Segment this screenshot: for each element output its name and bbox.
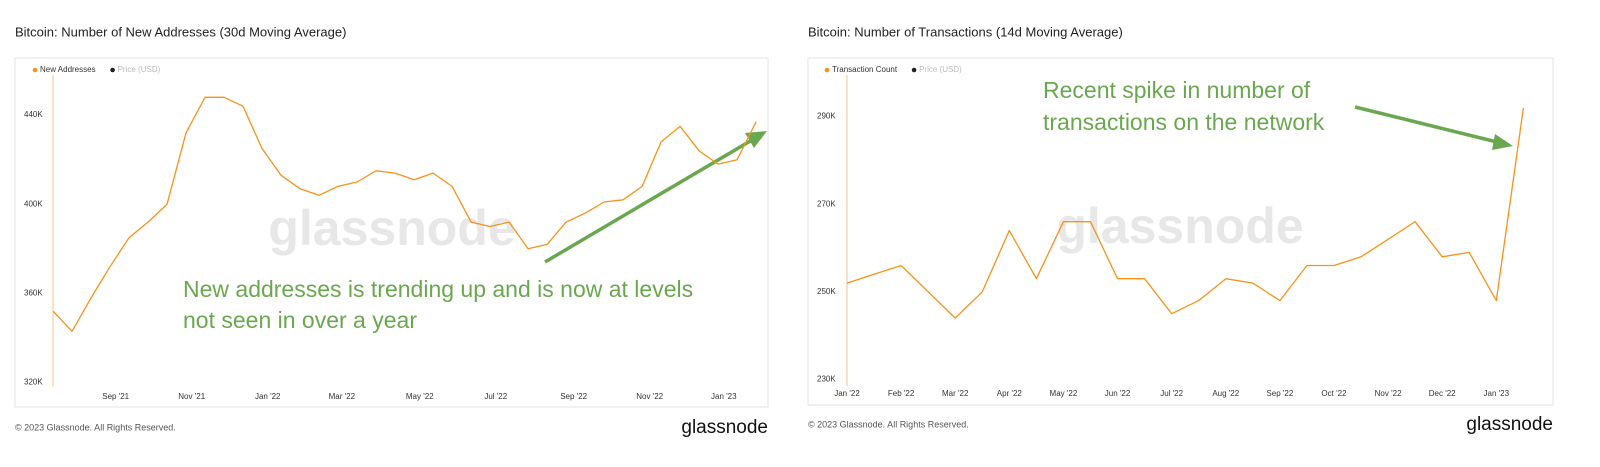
footer: © 2023 Glassnode. All Rights Reserved.	[15, 422, 176, 432]
chart-title: Bitcoin: Number of Transactions (14d Mov…	[808, 24, 1123, 39]
x-tick-label: Sep '21	[102, 392, 129, 401]
x-tick-label: Jul '22	[1160, 389, 1183, 398]
annotation: New addresses is trending up and is now …	[183, 276, 693, 302]
x-tick-label: Nov '22	[636, 392, 663, 401]
x-tick-label: May '22	[1050, 389, 1078, 398]
annotation: transactions on the network	[1043, 109, 1325, 135]
chart-title: Bitcoin: Number of New Addresses (30d Mo…	[15, 24, 346, 39]
legend-marker	[32, 67, 38, 73]
x-tick-label: Apr '22	[997, 389, 1023, 398]
watermark: glassnode	[1056, 198, 1303, 254]
y-tick-label: 440K	[24, 110, 43, 119]
x-tick-label: Oct '22	[1321, 389, 1347, 398]
x-tick-label: Sep '22	[1266, 389, 1293, 398]
x-tick-label: Jun '22	[1105, 389, 1131, 398]
x-tick-label: Nov '21	[178, 392, 205, 401]
x-tick-label: Mar '22	[942, 389, 969, 398]
line-series	[52, 96, 757, 332]
x-tick-label: Jan '23	[711, 392, 737, 401]
x-tick-label: Dec '22	[1429, 389, 1456, 398]
watermark: glassnode	[268, 200, 515, 256]
line-series	[846, 107, 1525, 319]
legend-marker	[110, 67, 115, 73]
legend-label: New Addresses	[40, 65, 96, 74]
footer: © 2023 Glassnode. All Rights Reserved.	[808, 419, 969, 429]
arrow	[1354, 105, 1513, 150]
x-tick-label: May '22	[406, 392, 434, 401]
panel	[807, 57, 1554, 406]
arrow	[544, 131, 767, 264]
legend-label: Transaction Count	[832, 65, 898, 74]
y-tick-label: 400K	[24, 199, 43, 208]
y-tick-label: 320K	[24, 378, 43, 387]
annotation: not seen in over a year	[183, 307, 417, 333]
x-tick-label: Jan '23	[1484, 389, 1510, 398]
logo: glassnode	[1466, 414, 1553, 435]
x-tick-label: Feb '22	[888, 389, 915, 398]
x-tick-label: Sep '22	[560, 392, 587, 401]
x-tick-label: Mar '22	[329, 392, 356, 401]
y-tick-label: 250K	[817, 287, 836, 296]
legend-marker	[911, 67, 917, 73]
y-tick-label: 360K	[24, 289, 43, 298]
y-tick-label: 290K	[817, 112, 836, 121]
logo: glassnode	[681, 417, 768, 438]
y-tick-label: 230K	[817, 375, 836, 384]
x-tick-label: Nov '22	[1375, 389, 1402, 398]
annotation: Recent spike in number of	[1043, 77, 1311, 103]
x-tick-label: Jan '22	[834, 389, 860, 398]
x-tick-label: Aug '22	[1212, 389, 1239, 398]
y-tick-label: 270K	[817, 199, 836, 208]
legend-marker	[824, 67, 830, 73]
x-tick-label: Jan '22	[255, 392, 281, 401]
legend-label: Price (USD)	[118, 65, 161, 74]
x-tick-label: Jul '22	[484, 392, 507, 401]
legend-label: Price (USD)	[919, 65, 962, 74]
panel	[14, 57, 769, 408]
